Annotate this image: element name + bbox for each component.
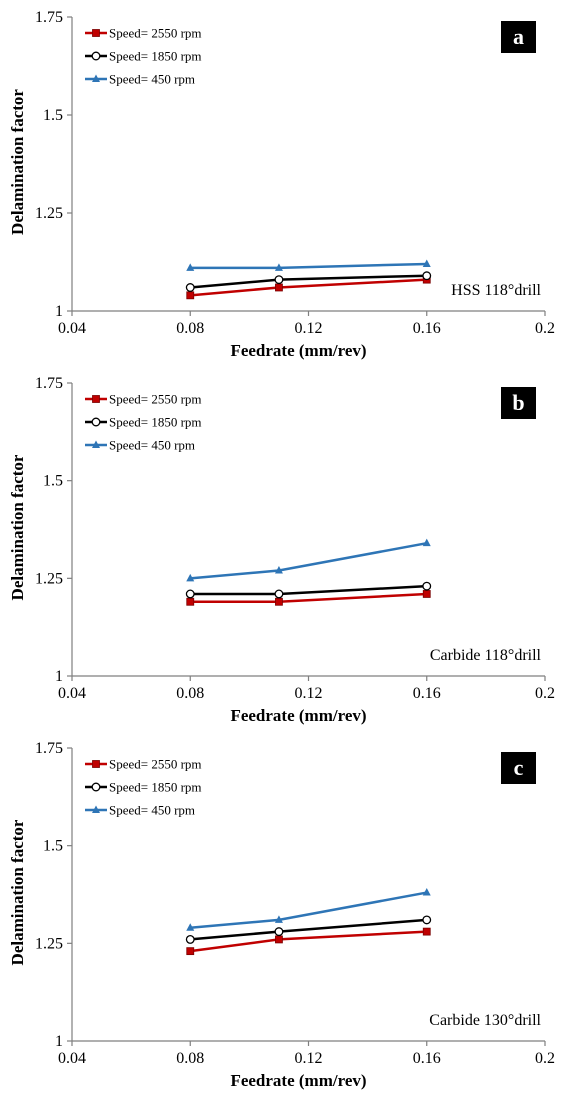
x-tick-label: 0.12 <box>295 1050 323 1067</box>
data-point <box>186 923 195 931</box>
x-tick-label: 0.08 <box>176 685 204 702</box>
legend-marker <box>92 760 100 768</box>
data-point <box>274 915 283 923</box>
x-tick-label: 0.04 <box>58 320 86 337</box>
legend-entry-label: Speed= 1850 rpm <box>109 415 202 430</box>
y-tick-label: 1 <box>55 668 63 685</box>
x-tick-label: 0.08 <box>176 1050 204 1067</box>
series-line <box>190 262 427 270</box>
data-point <box>185 934 195 944</box>
panel-label-box <box>501 21 536 53</box>
y-tick-label: 1.25 <box>35 935 63 952</box>
y-tick-label: 1.5 <box>43 838 63 855</box>
panel-label: c <box>514 755 524 780</box>
y-tick-label: 1 <box>55 303 63 320</box>
data-point <box>422 271 432 281</box>
data-point <box>186 597 195 606</box>
data-point <box>274 927 284 937</box>
data-point <box>185 589 195 599</box>
data-point <box>274 566 283 574</box>
x-tick-label: 0.16 <box>413 685 441 702</box>
data-point <box>274 275 284 285</box>
chart-panel-c: 1 1.25 1.5 1.75 0.04 0.08 0.12 0.16 0.2 Feedrate … <box>8 740 555 1090</box>
data-point <box>275 597 283 606</box>
y-axis-title: Delamination factor <box>8 454 27 600</box>
legend-entry-label: Speed= 2550 rpm <box>109 26 202 41</box>
legend-marker <box>91 782 101 792</box>
data-point <box>275 283 283 292</box>
x-tick-label: 0.04 <box>58 1050 86 1067</box>
y-axis-title: Delamination factor <box>8 819 27 965</box>
data-point <box>274 263 283 271</box>
y-tick-label: 1.25 <box>35 205 63 222</box>
legend-marker <box>91 51 101 61</box>
series-line <box>190 918 427 941</box>
panel-label: b <box>512 390 524 415</box>
y-tick-label: 1.25 <box>35 570 63 587</box>
panel-label: a <box>513 24 524 49</box>
y-tick-label: 1.5 <box>43 473 63 490</box>
x-tick-label: 0.2 <box>535 320 555 337</box>
x-axis-title: Feedrate (mm/rev) <box>230 706 366 725</box>
data-point <box>275 935 283 944</box>
legend-entry-label: Speed= 450 rpm <box>109 72 195 87</box>
y-tick-label: 1 <box>55 1033 63 1050</box>
chart-panel-b: 1 1.25 1.5 1.75 0.04 0.08 0.12 0.16 0.2 Feedrate … <box>8 375 555 725</box>
y-axis-title: Delamination factor <box>8 89 27 235</box>
data-point <box>422 927 431 936</box>
legend-entry-label: Speed= 1850 rpm <box>109 780 202 795</box>
x-axis-title: Feedrate (mm/rev) <box>230 341 366 360</box>
data-point <box>422 888 431 896</box>
x-tick-label: 0.12 <box>295 320 323 337</box>
data-point <box>422 915 432 925</box>
chart-panel-a: 1 1.25 1.5 1.75 0.04 0.08 0.12 0.16 0.2 Feedrate … <box>8 9 555 360</box>
legend-entry-label: Speed= 450 rpm <box>109 803 195 818</box>
data-point <box>186 947 195 956</box>
drill-annotation: Carbide 118°drill <box>430 647 542 664</box>
legend-marker <box>92 440 100 448</box>
legend-marker <box>92 395 100 403</box>
x-tick-label: 0.12 <box>295 685 323 702</box>
y-tick-label: 1.5 <box>43 107 63 124</box>
legend-entry-label: Speed= 2550 rpm <box>109 392 202 407</box>
panel-label-box <box>501 752 536 784</box>
drill-annotation: HSS 118°drill <box>451 282 541 299</box>
series-line <box>190 278 427 297</box>
data-point <box>422 581 432 591</box>
data-point <box>422 538 431 547</box>
legend-marker <box>91 417 101 427</box>
x-tick-label: 0.08 <box>176 320 204 337</box>
data-point <box>186 291 195 300</box>
y-tick-label: 1.75 <box>35 740 63 757</box>
data-point <box>186 263 195 271</box>
legend-entry-label: Speed= 450 rpm <box>109 438 195 453</box>
y-tick-label: 1.75 <box>35 9 63 26</box>
panel-label-box <box>501 387 536 419</box>
x-tick-label: 0.2 <box>535 685 555 702</box>
legend-entry-label: Speed= 2550 rpm <box>109 757 202 772</box>
series-line <box>190 541 427 580</box>
data-point <box>185 283 195 292</box>
data-point <box>422 590 431 598</box>
legend-marker <box>92 805 100 813</box>
drill-annotation: Carbide 130°drill <box>429 1012 541 1029</box>
x-tick-label: 0.2 <box>535 1050 555 1067</box>
legend-marker <box>92 29 100 37</box>
y-tick-label: 1.75 <box>35 375 63 392</box>
data-point <box>422 259 431 267</box>
x-tick-label: 0.16 <box>413 320 441 337</box>
x-axis-title: Feedrate (mm/rev) <box>230 1071 366 1090</box>
legend-entry-label: Speed= 1850 rpm <box>109 49 202 64</box>
x-tick-label: 0.04 <box>58 685 86 702</box>
x-tick-label: 0.16 <box>413 1050 441 1067</box>
legend-marker <box>92 74 100 82</box>
series-line <box>190 584 427 596</box>
data-point <box>186 573 195 582</box>
data-point <box>274 589 284 599</box>
series-line <box>190 930 427 953</box>
